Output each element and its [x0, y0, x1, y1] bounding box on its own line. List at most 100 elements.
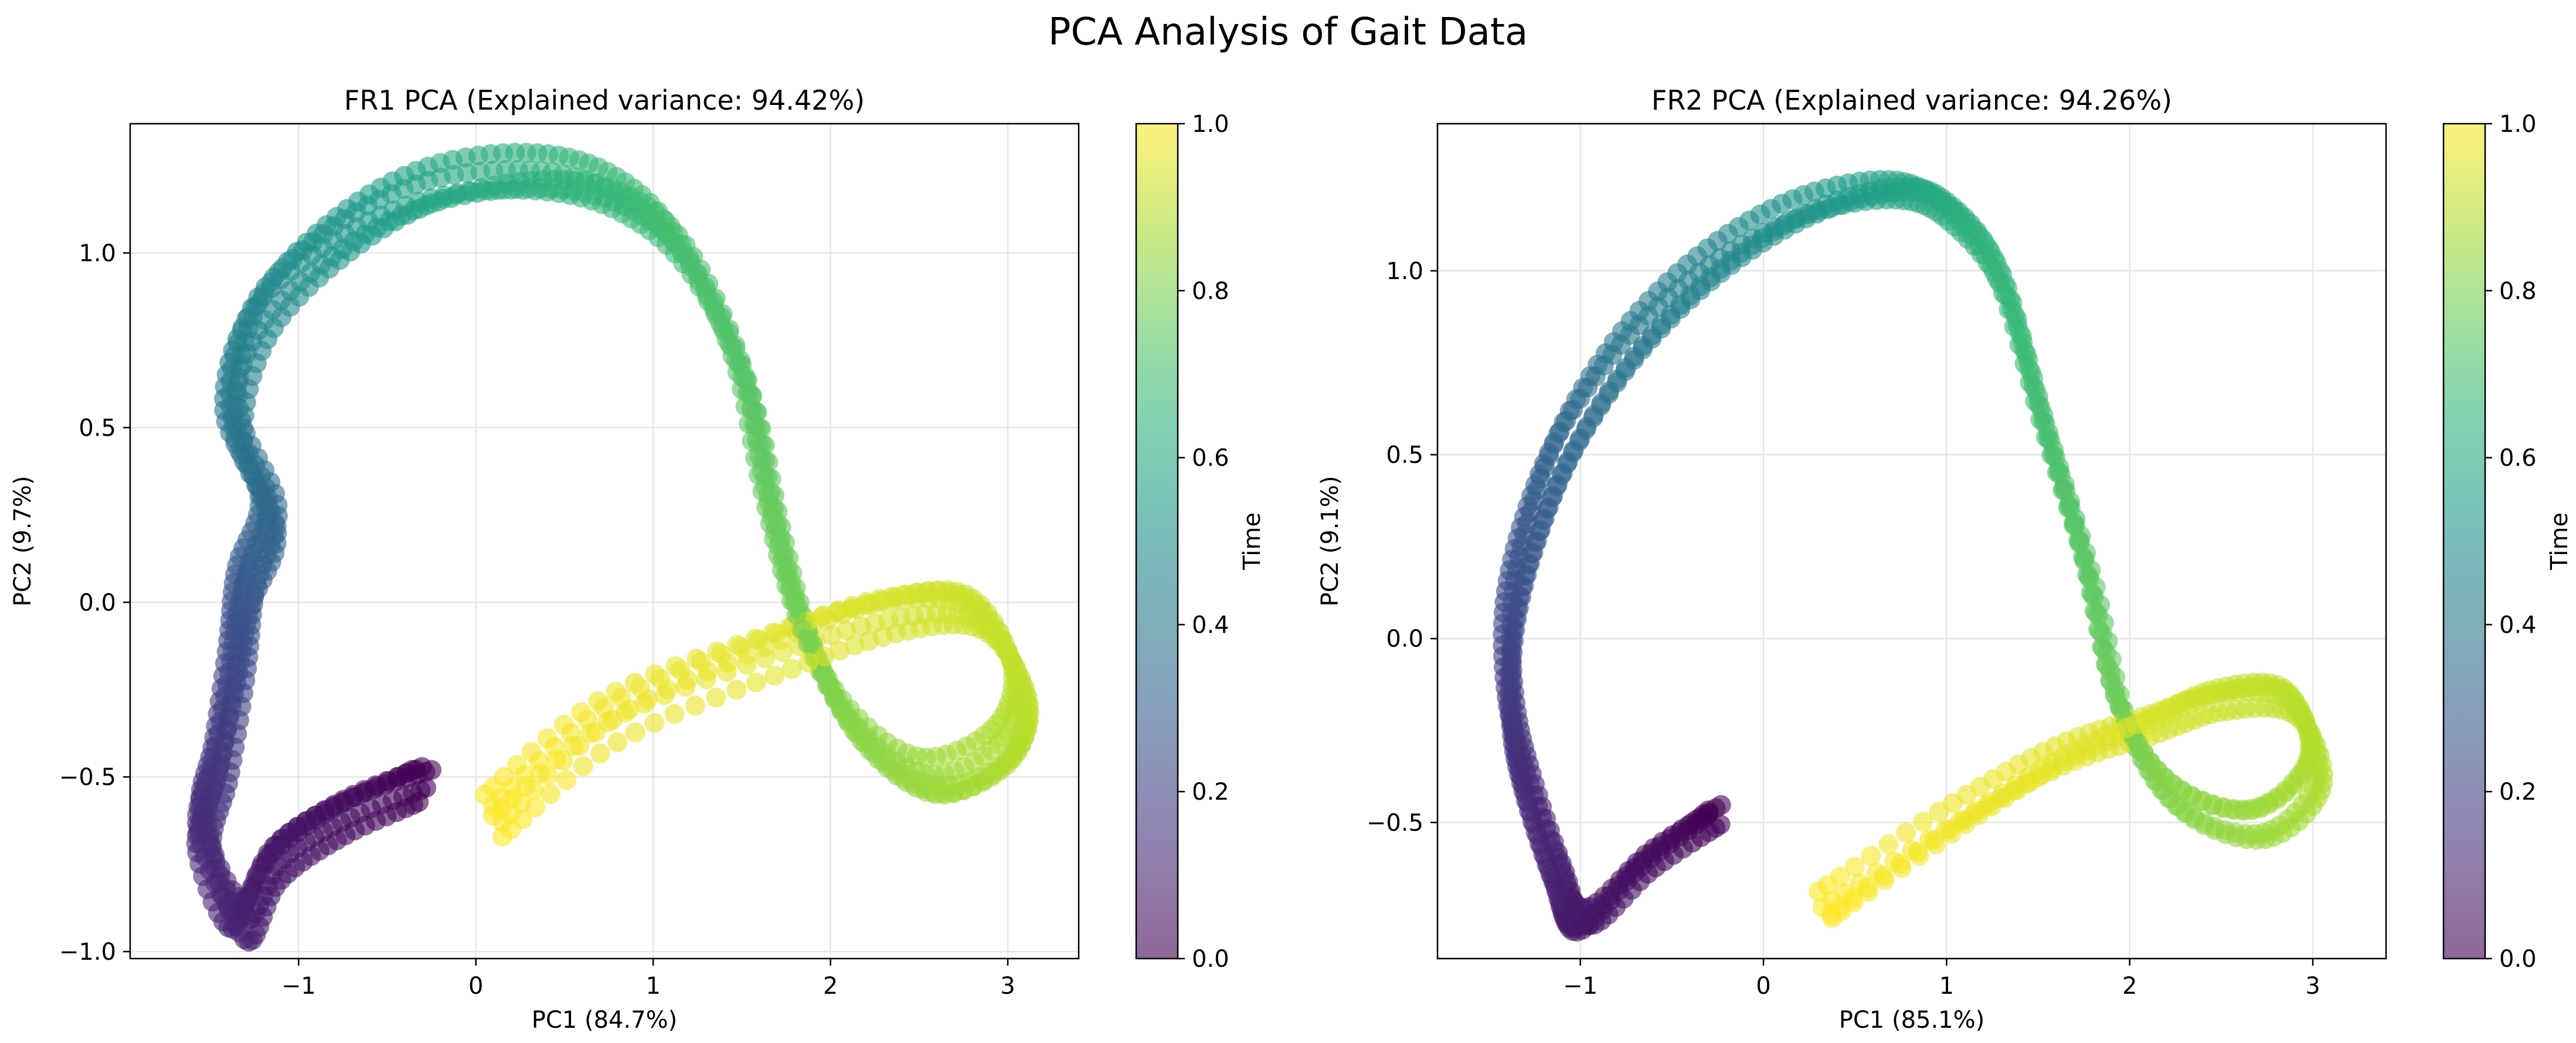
- data-point: [813, 605, 834, 626]
- y-tick-label: 1.0: [1386, 258, 1423, 285]
- data-point: [2096, 655, 2117, 675]
- data-point: [1929, 801, 1949, 822]
- chart-panel-1: −1 0 1 2 3 −1.0 −0.5 0.0 0.5 1.0 FR1 PCA (Explaine…: [9, 84, 1266, 1034]
- data-point: [814, 646, 835, 667]
- data-point: [730, 637, 751, 657]
- colorbar-tick-label: 1.0: [2499, 111, 2537, 138]
- y-tick-label: −0.5: [59, 764, 116, 791]
- data-point: [766, 623, 786, 644]
- data-point: [482, 796, 503, 816]
- data-point: [2040, 431, 2061, 451]
- colorbar: 0.0 0.2 0.4 0.6 0.8 1.0 Time: [1135, 111, 1266, 973]
- data-point: [577, 709, 597, 730]
- data-point: [1844, 857, 1865, 877]
- x-tick-label: 3: [1000, 973, 1015, 1000]
- data-point: [630, 678, 651, 698]
- data-point: [1821, 904, 1841, 925]
- plot-area-frame: [129, 123, 1080, 960]
- data-point: [836, 620, 857, 641]
- data-point: [675, 677, 696, 697]
- data-point: [736, 655, 757, 675]
- chart-title: FR2 PCA (Explained variance: 94.26%): [1651, 84, 2172, 116]
- data-point: [710, 312, 730, 333]
- data-point: [2045, 447, 2066, 468]
- data-point: [1857, 878, 1877, 898]
- y-tick-label: 1.0: [79, 240, 116, 267]
- data-point: [773, 642, 793, 663]
- x-tick-label: 1: [645, 973, 660, 1000]
- data-point: [1913, 811, 1933, 832]
- colorbar-gradient: [2444, 124, 2485, 959]
- colorbar-label: Time: [2546, 512, 2573, 570]
- data-point: [732, 379, 752, 399]
- data-point: [830, 640, 850, 661]
- data-point: [560, 722, 581, 743]
- x-tick-label: 0: [468, 973, 483, 1000]
- y-tick-label: 0.0: [1386, 626, 1423, 653]
- x-tick-label: 2: [823, 973, 838, 1000]
- data-point: [2035, 414, 2055, 434]
- data-point: [764, 665, 785, 686]
- data-point: [2060, 498, 2081, 518]
- colorbar-tick-label: 0.4: [1192, 611, 1229, 638]
- data-point: [607, 732, 628, 752]
- y-tick-label: −1.0: [59, 939, 116, 966]
- data-point: [615, 702, 635, 723]
- data-point: [2026, 380, 2046, 400]
- data-point: [2086, 602, 2106, 623]
- data-point: [2078, 566, 2099, 586]
- data-point: [664, 704, 685, 724]
- colorbar-tick-label: 0.8: [2499, 278, 2537, 305]
- data-point: [2050, 464, 2071, 485]
- data-point: [772, 560, 792, 581]
- colorbar-tick-label: 1.0: [1192, 111, 1229, 138]
- data-point: [1890, 854, 1911, 874]
- scatter-points: [1493, 169, 2333, 942]
- data-point: [756, 497, 777, 518]
- y-tick-label: 0.5: [1386, 442, 1423, 469]
- data-point: [670, 660, 691, 681]
- plot-area-frame: [1436, 123, 2387, 960]
- data-point: [781, 658, 802, 679]
- data-point: [755, 648, 776, 668]
- colorbar-label: Time: [1239, 512, 1266, 570]
- data-point: [695, 280, 716, 300]
- data-point: [742, 431, 762, 451]
- data-point: [492, 827, 512, 847]
- data-point: [2021, 362, 2041, 382]
- data-point: [1924, 830, 1945, 850]
- data-point: [2030, 398, 2051, 418]
- data-point: [2070, 532, 2090, 552]
- data-point: [1878, 834, 1899, 854]
- data-point: [688, 264, 708, 284]
- x-tick-label: 0: [1756, 973, 1770, 1000]
- data-point: [679, 249, 700, 269]
- y-axis-label: PC2 (9.1%): [1317, 475, 1344, 606]
- data-point: [727, 362, 747, 382]
- data-point: [760, 513, 780, 534]
- colorbar-tick-label: 0.6: [1192, 445, 1229, 472]
- data-point: [594, 698, 614, 718]
- y-tick-label: 0.0: [79, 589, 116, 616]
- data-point: [573, 756, 593, 776]
- data-point: [2065, 515, 2086, 535]
- data-point: [2055, 481, 2076, 502]
- colorbar-gradient: [1136, 124, 1178, 959]
- data-point: [691, 652, 711, 672]
- chart-title: FR1 PCA (Explained variance: 94.42%): [344, 84, 865, 116]
- data-point: [821, 625, 841, 645]
- data-point: [540, 784, 560, 804]
- data-point: [2002, 293, 2023, 313]
- data-point: [590, 743, 610, 764]
- data-point: [798, 652, 818, 672]
- x-axis-label: PC1 (85.1%): [1839, 1007, 1985, 1034]
- data-point: [749, 630, 769, 650]
- data-point: [722, 345, 743, 366]
- data-point: [735, 396, 756, 417]
- data-point: [2082, 584, 2102, 604]
- data-point: [1808, 881, 1829, 902]
- data-point: [544, 736, 565, 757]
- data-point: [1873, 866, 1894, 886]
- data-point: [726, 680, 747, 700]
- data-point: [1861, 845, 1881, 866]
